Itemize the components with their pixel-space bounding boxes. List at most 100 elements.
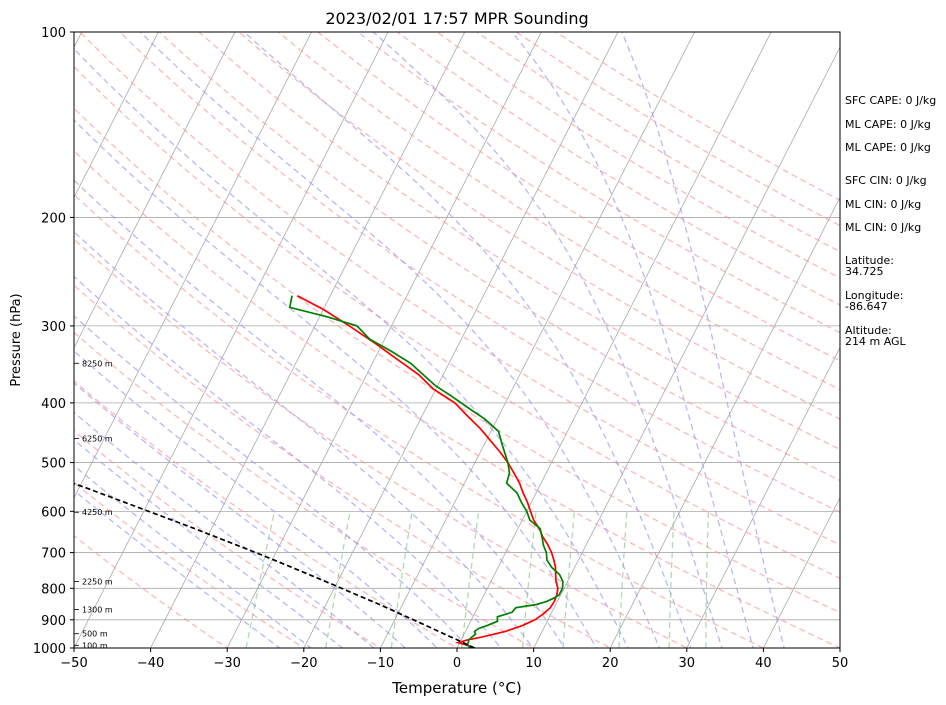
y-axis-label: Pressure (hPa): [9, 293, 24, 386]
dry-adiabat-line: [396, 32, 840, 306]
mixing-ratio-line: [705, 511, 710, 648]
chart-title: 2023/02/01 17:57 MPR Sounding: [325, 9, 588, 28]
x-tick-label: −20: [290, 656, 317, 671]
dry-adiabat-line: [74, 380, 459, 648]
dry-adiabat-line: [74, 238, 689, 648]
moist-adiabat-line: [74, 382, 407, 648]
annotation-panel: SFC CAPE: 0 J/kg ML CAPE: 0 J/kg ML CAPE…: [845, 94, 936, 348]
height-label: 4250 m: [82, 508, 113, 517]
dewpoint-line: [288, 295, 564, 648]
moist-adiabat-line: [74, 275, 502, 648]
moist-adiabat-line: [74, 464, 313, 648]
annotation-latitude-value: 34.725: [845, 265, 884, 278]
mixing-ratio-line: [521, 511, 537, 648]
isotherm-line: [533, 46, 840, 648]
annotation-latitude-label: Latitude:: [845, 254, 894, 267]
isotherm-line: [74, 32, 313, 499]
moist-adiabat-line: [243, 32, 692, 648]
y-tick-label: 300: [41, 320, 66, 335]
isotherm-line: [303, 32, 619, 648]
dry-adiabat-line: [74, 284, 612, 648]
mixing-ratio-line: [618, 511, 628, 648]
background-lines: [74, 32, 840, 648]
x-axis-ticks: −50 −40 −30 −20 −10 0 10 20 30 40 50: [60, 648, 848, 671]
annotation-ml-cape-2: ML CAPE: 0 J/kg: [845, 141, 931, 154]
y-tick-label: 400: [41, 397, 66, 412]
y-tick-label: 600: [41, 505, 66, 520]
dry-adiabat-line: [198, 32, 840, 451]
y-tick-label: 500: [41, 457, 66, 472]
x-tick-label: −30: [213, 656, 240, 671]
isotherm-line: [762, 496, 840, 648]
isotherm-line: [74, 32, 236, 349]
annotation-sfc-cin: SFC CIN: 0 J/kg: [845, 174, 927, 187]
moist-adiabat-line: [74, 411, 375, 648]
dry-adiabat-line: [79, 32, 840, 546]
x-axis-label: Temperature (°C): [391, 679, 521, 697]
moist-adiabat-line: [74, 438, 344, 648]
moist-adiabat-line: [74, 315, 470, 648]
annotation-longitude-label: Longitude:: [845, 289, 903, 302]
annotation-altitude-value: 214 m AGL: [845, 335, 907, 348]
isotherm-line: [226, 32, 542, 648]
annotation-sfc-cape: SFC CAPE: 0 J/kg: [845, 94, 936, 107]
mixing-ratio-line: [668, 511, 675, 648]
mixing-ratio-line: [325, 511, 351, 648]
dry-adiabat-line: [74, 65, 840, 579]
isotherm-line: [150, 32, 466, 648]
x-tick-label: 10: [525, 656, 542, 671]
moist-adiabat-line: [621, 32, 785, 648]
mixing-ratio-line: [461, 511, 480, 648]
height-label: 6250 m: [82, 435, 113, 444]
x-tick-label: −10: [367, 656, 394, 671]
dry-adiabat-line: [118, 32, 840, 513]
y-tick-label: 800: [41, 582, 66, 597]
y-tick-label: 700: [41, 547, 66, 562]
dry-adiabat-line: [277, 32, 840, 391]
moist-adiabat-line: [74, 47, 629, 648]
series-layer: [74, 294, 564, 648]
y-tick-label: 100: [41, 26, 66, 41]
isotherm-line: [379, 32, 696, 648]
y-tick-label: 900: [41, 614, 66, 629]
x-tick-label: 40: [755, 656, 772, 671]
isotherm-line: [686, 346, 840, 648]
height-label: 2250 m: [82, 578, 113, 587]
parcel-line: [74, 482, 475, 648]
height-label: 8250 m: [82, 359, 113, 368]
annotation-ml-cape: ML CAPE: 0 J/kg: [845, 118, 931, 131]
annotation-ml-cin-2: ML CIN: 0 J/kg: [845, 221, 921, 234]
x-tick-label: 50: [832, 656, 849, 671]
height-label: 100 m: [82, 641, 108, 650]
x-tick-label: −40: [137, 656, 164, 671]
height-labels: 100 m 500 m 1300 m 2250 m 4250 m 6250 m 8250 m: [74, 359, 113, 650]
dry-adiabat-line: [74, 481, 306, 648]
dry-adiabat-line: [74, 193, 765, 648]
dry-adiabat-line: [74, 430, 382, 648]
dry-adiabat-line: [74, 534, 229, 648]
mixing-ratio-line: [245, 511, 276, 648]
annotation-altitude-label: Altitude:: [845, 324, 892, 337]
dry-adiabat-line: [158, 32, 840, 482]
moist-adiabat-line: [74, 119, 598, 648]
x-tick-label: 30: [679, 656, 696, 671]
annotation-longitude-value: -86.647: [845, 300, 887, 313]
x-tick-label: −50: [60, 656, 87, 671]
annotation-ml-cin: ML CIN: 0 J/kg: [845, 198, 921, 211]
moist-adiabat-line: [74, 489, 281, 648]
moist-adiabat-line: [511, 32, 754, 648]
moist-adiabat-line: [74, 350, 439, 648]
y-tick-label: 200: [41, 211, 66, 226]
dry-adiabat-line: [74, 107, 840, 614]
isotherm-line: [609, 196, 840, 648]
moist-adiabat-line: [372, 32, 723, 648]
x-tick-label: 0: [453, 656, 461, 671]
isotherm-line: [74, 32, 159, 199]
y-tick-label: 1000: [33, 642, 66, 657]
moist-adiabat-line: [74, 230, 534, 648]
mixing-ratio-line: [390, 511, 413, 648]
moist-adiabat-line: [74, 179, 566, 648]
isotherm-line: [74, 32, 389, 648]
dry-adiabat-line: [74, 150, 840, 648]
